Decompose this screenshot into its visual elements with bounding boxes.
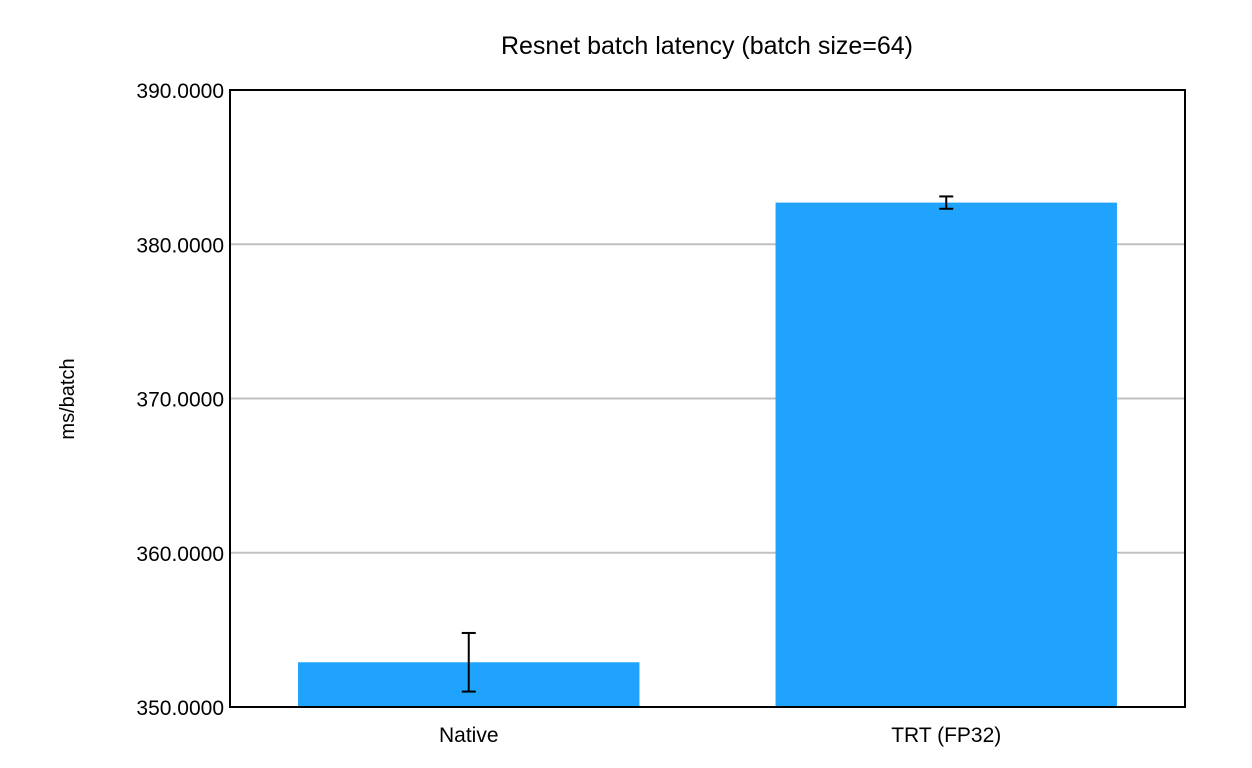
x-tick-label: TRT (FP32) [891,724,1001,747]
bar [775,202,1117,708]
x-axis-ticks: Native TRT (FP32) [439,724,1001,747]
y-tick-label: 390.0000 [136,80,224,103]
y-axis-ticks: 350.0000 360.0000 370.0000 380.0000 390.0000 [136,80,224,720]
bars [298,202,1117,708]
y-tick-label: 360.0000 [136,543,224,566]
chart-title: Resnet batch latency (batch size=64) [501,32,913,60]
y-tick-label: 380.0000 [136,234,224,257]
plot-area-frame [229,89,1186,708]
y-axis-label: ms/batch [57,358,79,439]
y-tick-label: 370.0000 [136,389,224,412]
error-bars [461,195,954,693]
x-tick-label: Native [439,724,499,747]
y-tick-label: 350.0000 [136,697,224,720]
